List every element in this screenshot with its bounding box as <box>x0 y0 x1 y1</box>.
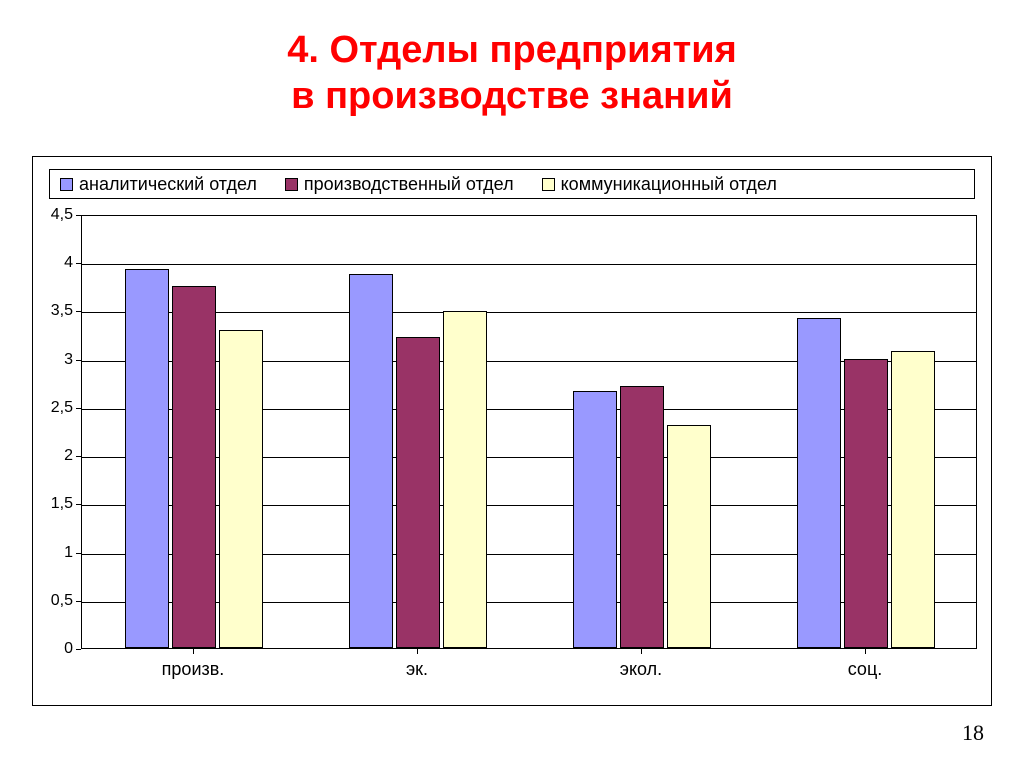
bar <box>443 311 487 648</box>
bar <box>349 274 393 648</box>
legend-item: производственный отдел <box>285 174 514 195</box>
y-tick-label: 4,5 <box>33 206 73 224</box>
x-tick <box>865 649 866 654</box>
y-tick-label: 2 <box>33 447 73 465</box>
page-number: 18 <box>962 720 984 746</box>
x-tick <box>193 649 194 654</box>
y-tick <box>76 360 81 361</box>
bar <box>172 286 216 648</box>
bar <box>891 351 935 648</box>
chart-frame: аналитический отдел производственный отде… <box>32 156 992 706</box>
bar <box>573 391 617 649</box>
title-line2: в производстве знаний <box>291 75 733 117</box>
bar <box>219 330 263 648</box>
x-tick <box>641 649 642 654</box>
slide: 4. Отделы предприятия в производстве зна… <box>0 0 1024 768</box>
y-tick-label: 1 <box>33 544 73 562</box>
plot-area <box>81 215 977 649</box>
y-tick-label: 3 <box>33 351 73 369</box>
bar <box>667 425 711 648</box>
legend-item: коммуникационный отдел <box>542 174 777 195</box>
y-tick <box>76 504 81 505</box>
grid-line <box>82 361 976 362</box>
grid-line <box>82 505 976 506</box>
grid-line <box>82 312 976 313</box>
y-tick-label: 3,5 <box>33 302 73 320</box>
y-tick-label: 0 <box>33 640 73 658</box>
x-tick-label: эк. <box>305 659 529 680</box>
x-tick <box>417 649 418 654</box>
legend-swatch <box>60 178 73 191</box>
legend-swatch <box>285 178 298 191</box>
legend-label: аналитический отдел <box>79 174 257 195</box>
y-tick <box>76 215 81 216</box>
legend-label: коммуникационный отдел <box>561 174 777 195</box>
y-tick-label: 1,5 <box>33 495 73 513</box>
y-tick <box>76 649 81 650</box>
legend-label: производственный отдел <box>304 174 514 195</box>
grid-line <box>82 264 976 265</box>
bar <box>797 318 841 648</box>
y-tick <box>76 311 81 312</box>
y-tick <box>76 601 81 602</box>
grid-line <box>82 554 976 555</box>
legend: аналитический отдел производственный отде… <box>49 169 975 199</box>
legend-item: аналитический отдел <box>60 174 257 195</box>
bar <box>396 337 440 649</box>
x-tick-label: экол. <box>529 659 753 680</box>
x-tick-label: произв. <box>81 659 305 680</box>
y-tick-label: 0,5 <box>33 592 73 610</box>
y-tick <box>76 456 81 457</box>
y-tick <box>76 263 81 264</box>
bar <box>620 386 664 648</box>
y-tick-label: 4 <box>33 254 73 272</box>
title-line1: 4. Отделы предприятия <box>287 29 737 71</box>
bar <box>125 269 169 648</box>
slide-title: 4. Отделы предприятия в производстве зна… <box>0 0 1024 119</box>
grid-line <box>82 457 976 458</box>
legend-swatch <box>542 178 555 191</box>
y-tick-label: 2,5 <box>33 399 73 417</box>
y-tick <box>76 408 81 409</box>
grid-line <box>82 409 976 410</box>
bar <box>844 359 888 648</box>
y-tick <box>76 553 81 554</box>
x-tick-label: соц. <box>753 659 977 680</box>
grid-line <box>82 602 976 603</box>
